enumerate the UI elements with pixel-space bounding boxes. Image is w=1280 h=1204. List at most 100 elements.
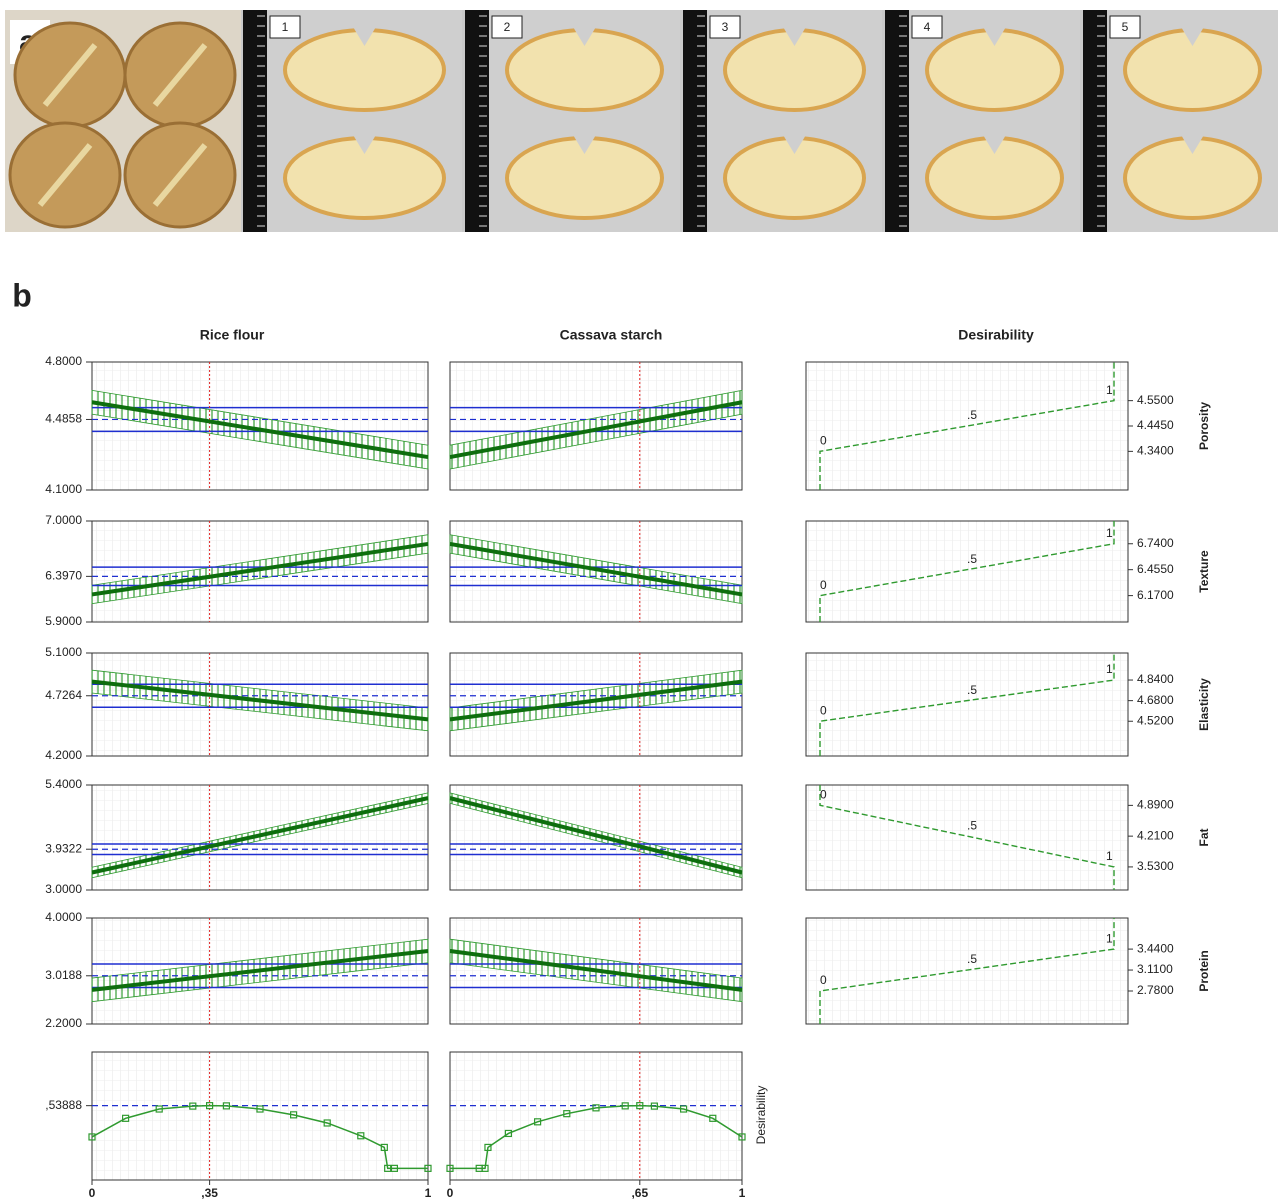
plot-frame [805, 784, 1129, 891]
panel-label: b [12, 277, 32, 313]
profile-line [91, 400, 429, 460]
desirability-mark: 0 [820, 788, 827, 802]
ruler [683, 10, 707, 232]
x-tick-label: 0 [447, 1186, 454, 1200]
profile-line [449, 948, 743, 992]
plot-frame [449, 520, 743, 623]
desirability-mark: .5 [967, 952, 977, 966]
plot-grid [450, 1052, 742, 1180]
x-tick-label: 0 [89, 1186, 96, 1200]
sample-label: 3 [722, 20, 729, 34]
x-tick-label: ,65 [631, 1186, 648, 1200]
d-tick-label: 3.4400 [1137, 941, 1174, 955]
desirability-point [121, 1114, 130, 1122]
desirability-mark: 1 [1106, 383, 1113, 397]
response-name: Protein [1197, 950, 1211, 991]
x-tick-label: 1 [739, 1186, 746, 1200]
plot-frame [449, 1051, 743, 1181]
d-tick-label: 3.5300 [1137, 859, 1174, 873]
ruler [465, 10, 489, 232]
profile-line [449, 679, 743, 722]
ruler [885, 10, 909, 232]
x-tick-label: ,35 [201, 1186, 218, 1200]
profile-line [91, 796, 429, 875]
d-tick-label: 4.8900 [1137, 798, 1174, 812]
ruler [243, 10, 267, 232]
profile-line [449, 796, 743, 875]
plot-frame [805, 652, 1129, 757]
sample-box [911, 15, 943, 39]
plot-grid [806, 653, 1128, 756]
desirability-point [390, 1164, 398, 1172]
y-tick-label: 7.0000 [45, 513, 82, 527]
d-tick-label: 4.4450 [1137, 418, 1174, 432]
slice-notch [352, 134, 377, 154]
sample-label: 2 [504, 20, 511, 34]
y-tick-label: 4.7264 [45, 688, 82, 702]
d-tick-label: 6.7400 [1137, 536, 1174, 550]
plot-grid [806, 362, 1128, 490]
plot-frame [91, 361, 429, 491]
desirability-point [621, 1102, 629, 1110]
y-tick-label: 3.0188 [45, 968, 82, 982]
sample-label: 5 [1122, 20, 1129, 34]
y-axis-label: Desirability [754, 1086, 768, 1145]
response-name: Fat [1197, 828, 1211, 846]
desirability-function [819, 521, 1115, 622]
plot-frame [449, 784, 743, 891]
desirability-mark: 1 [1106, 931, 1113, 945]
y-tick-label: 5.9000 [45, 614, 82, 628]
d-tick-label: 4.5500 [1137, 393, 1174, 407]
roll-cut [37, 143, 93, 207]
x-tick-label: 1 [425, 1186, 432, 1200]
roll-cut [42, 43, 98, 107]
roll-cut [152, 143, 208, 207]
y-tick-label: 3.0000 [45, 882, 82, 896]
desirability-point [323, 1119, 331, 1127]
sample-box [269, 15, 301, 39]
desirability-point [380, 1143, 388, 1152]
desirability-mark: 1 [1106, 662, 1113, 676]
sample-box [709, 15, 741, 39]
desirability-point [484, 1143, 492, 1152]
desirability-mark: 1 [1106, 849, 1113, 863]
desirability-mark: 0 [820, 973, 827, 987]
desirability-mark: 0 [820, 434, 827, 448]
desirability-mark: .5 [967, 818, 977, 832]
desirability-point [533, 1118, 542, 1126]
d-tick-label: 4.3400 [1137, 444, 1174, 458]
desirability-point [563, 1110, 571, 1118]
desirability-point [189, 1102, 197, 1110]
d-tick-label: 6.1700 [1137, 588, 1174, 602]
desirability-point [709, 1114, 717, 1122]
y-tick-label: 5.1000 [45, 645, 82, 659]
plot-frame [91, 917, 429, 1025]
sample-box [1109, 15, 1141, 39]
response-name: Texture [1197, 550, 1211, 593]
desirability-function [819, 362, 1115, 490]
desirability-point [424, 1164, 432, 1172]
slice-notch [352, 26, 377, 46]
y-tick-label: ,53888 [45, 1098, 82, 1112]
response-name: Porosity [1197, 402, 1211, 450]
d-tick-label: 6.4550 [1137, 562, 1174, 576]
d-tick-label: 4.8400 [1137, 672, 1174, 686]
plot-grid [806, 521, 1128, 622]
desirability-point [222, 1102, 230, 1110]
desirability-function [819, 653, 1115, 756]
sample-box [491, 15, 523, 39]
slice-notch [572, 26, 597, 46]
ruler [1083, 10, 1107, 232]
desirability-function [819, 785, 1115, 890]
slice-notch [982, 26, 1007, 46]
plot-frame [91, 520, 429, 623]
desirability-point [592, 1104, 600, 1112]
desirability-point [650, 1102, 659, 1110]
slice-notch [572, 134, 597, 154]
y-tick-label: 4.1000 [45, 482, 82, 496]
desirability-point [446, 1164, 454, 1172]
plot-frame [91, 784, 429, 891]
y-tick-label: 4.8000 [45, 354, 82, 368]
profile-line [91, 541, 429, 597]
